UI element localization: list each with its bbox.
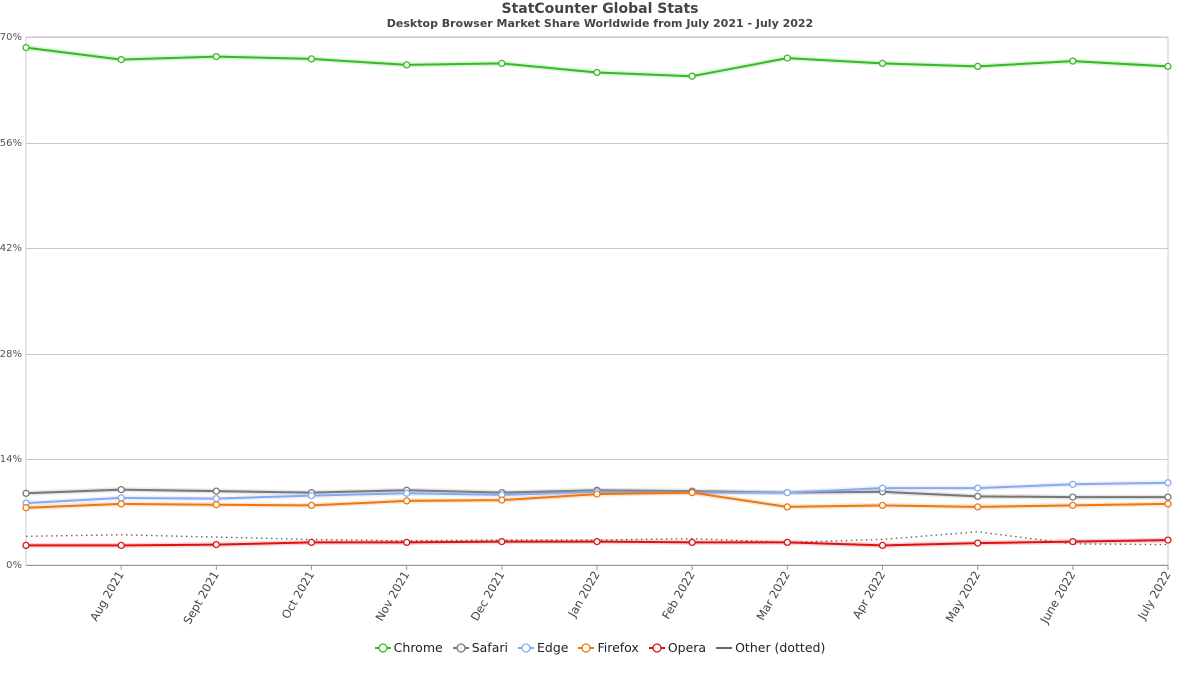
- data-point-edge: [1164, 479, 1172, 487]
- x-tick-label: Aug 2021: [87, 569, 127, 624]
- y-tick-label: 28%: [0, 349, 22, 360]
- data-point-safari: [22, 489, 30, 497]
- data-point-safari: [212, 487, 220, 495]
- data-point-firefox: [117, 500, 125, 508]
- legend-label: Safari: [471, 640, 508, 655]
- data-point-opera: [878, 541, 887, 550]
- data-point-opera: [117, 541, 125, 550]
- legend-item-other[interactable]: Other (dotted): [716, 640, 825, 655]
- data-point-edge: [307, 491, 316, 500]
- legend-item-firefox[interactable]: Firefox: [578, 640, 639, 655]
- data-point-opera: [403, 538, 411, 547]
- legend-item-chrome[interactable]: Chrome: [374, 640, 443, 655]
- data-point-chrome: [403, 61, 411, 69]
- data-point-firefox: [403, 497, 411, 505]
- legend-item-edge[interactable]: Edge: [517, 640, 569, 655]
- data-point-firefox: [1164, 500, 1172, 508]
- data-point-firefox: [22, 504, 30, 512]
- legend-symbol: [452, 643, 469, 653]
- legend-symbol: [716, 647, 733, 649]
- data-point-safari: [974, 492, 982, 501]
- data-point-chrome: [783, 54, 791, 62]
- data-point-chrome: [212, 52, 220, 61]
- legend-item-safari[interactable]: Safari: [452, 640, 508, 655]
- data-point-edge: [974, 484, 982, 492]
- data-point-chrome: [1164, 62, 1172, 71]
- data-point-firefox: [783, 503, 791, 511]
- data-point-opera: [974, 539, 982, 547]
- legend-symbol: [374, 643, 391, 653]
- data-point-opera: [783, 538, 791, 547]
- x-tick-label: July 2022: [1134, 569, 1173, 623]
- data-point-edge: [212, 494, 220, 503]
- x-tick-label: Apr 2022: [850, 569, 889, 622]
- x-tick-label: Sept 2021: [180, 569, 222, 627]
- data-point-firefox: [498, 496, 506, 504]
- data-point-opera: [593, 537, 601, 546]
- data-point-opera: [1164, 536, 1172, 544]
- data-point-chrome: [307, 55, 316, 63]
- legend-symbol: [517, 643, 534, 653]
- data-point-opera: [212, 540, 220, 549]
- data-point-safari: [1069, 493, 1077, 501]
- data-point-firefox: [878, 501, 887, 510]
- data-point-safari: [1164, 493, 1172, 501]
- chart-legend: Chrome Safari Edge Firefox Opera Other (dotte…: [0, 640, 1200, 655]
- data-point-chrome: [974, 62, 982, 71]
- chart-title: StatCounter Global Stats: [501, 1, 699, 17]
- x-tick-label: June 2022: [1037, 569, 1079, 627]
- data-point-firefox: [974, 503, 982, 511]
- legend-item-opera[interactable]: Opera: [648, 640, 707, 655]
- data-point-chrome: [688, 72, 696, 80]
- y-tick-label: 0%: [6, 560, 22, 571]
- data-point-safari: [117, 485, 125, 494]
- x-tick-label: May 2022: [943, 569, 983, 625]
- x-tick-label: Dec 2021: [468, 569, 508, 624]
- data-point-firefox: [688, 488, 696, 497]
- legend-symbol: [648, 643, 665, 653]
- x-tick-label: Jan 2022: [565, 569, 603, 621]
- data-point-opera: [307, 538, 316, 547]
- y-tick-label: 70%: [0, 32, 22, 43]
- x-tick-label: Oct 2021: [279, 569, 318, 622]
- data-point-edge: [783, 488, 791, 497]
- data-point-firefox: [212, 501, 220, 509]
- data-point-edge: [878, 484, 887, 492]
- data-point-chrome: [878, 59, 887, 68]
- data-point-firefox: [1069, 501, 1077, 510]
- y-tick-label: 56%: [0, 138, 22, 149]
- data-point-chrome: [22, 43, 30, 52]
- data-point-opera: [688, 538, 696, 547]
- chart-subtitle: Desktop Browser Market Share Worldwide f…: [386, 17, 814, 30]
- x-tick-label: Feb 2022: [659, 569, 698, 622]
- data-point-opera: [1069, 537, 1077, 546]
- data-point-firefox: [307, 501, 316, 510]
- x-tick-label: Nov 2021: [372, 569, 412, 624]
- legend-label: Chrome: [393, 640, 443, 655]
- data-point-edge: [117, 494, 125, 502]
- legend-label: Firefox: [597, 640, 639, 655]
- data-point-chrome: [1069, 57, 1077, 65]
- data-point-chrome: [593, 68, 601, 77]
- data-point-opera: [498, 537, 506, 546]
- legend-symbol: [578, 643, 595, 653]
- data-point-edge: [1069, 480, 1077, 488]
- y-tick-label: 42%: [0, 243, 22, 254]
- x-tick-label: Mar 2022: [753, 569, 792, 623]
- data-point-edge: [403, 489, 411, 497]
- legend-label: Opera: [667, 640, 707, 655]
- legend-label: Edge: [536, 640, 569, 655]
- data-point-chrome: [117, 55, 125, 64]
- y-tick-label: 14%: [0, 454, 22, 465]
- legend-label: Other (dotted): [735, 640, 826, 655]
- data-point-opera: [22, 541, 30, 550]
- data-point-chrome: [498, 59, 506, 68]
- data-point-firefox: [593, 490, 601, 498]
